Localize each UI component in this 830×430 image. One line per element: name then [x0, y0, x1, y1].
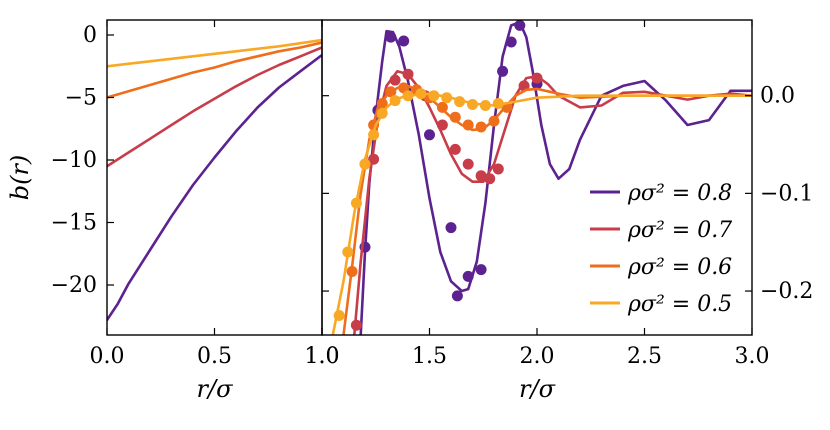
y-tick-label: −15: [51, 211, 97, 236]
data-point-07: [492, 163, 504, 175]
x-tick-label: 0.5: [197, 344, 232, 369]
data-point-07: [402, 68, 414, 80]
y-tick-label: −10: [51, 148, 97, 173]
x-tick-label: 1.0: [305, 344, 340, 369]
data-point-05: [342, 246, 354, 258]
data-point-06: [475, 121, 487, 133]
data-point-06: [385, 86, 397, 98]
y-tick-label: −0.1: [760, 181, 813, 206]
data-point-05: [492, 98, 504, 109]
data-point-08: [497, 65, 509, 77]
data-point-08: [451, 290, 463, 302]
data-point-08: [424, 129, 435, 141]
series-line-1-07: [352, 70, 752, 335]
data-point-05: [389, 95, 401, 107]
legend-label: ρσ² = 0.8: [627, 181, 732, 206]
y-tick-label: −0.2: [760, 279, 813, 304]
data-point-07: [531, 72, 543, 84]
series-line-0-08: [107, 53, 322, 322]
data-point-05: [376, 107, 388, 119]
data-point-06: [462, 119, 474, 131]
data-point-05: [359, 158, 371, 170]
data-point-07: [475, 170, 487, 182]
data-point-05: [441, 92, 453, 104]
legend-label: ρσ² = 0.7: [627, 218, 732, 243]
left-panel: 0.0 0.5 1.0 0 −5 −10 −15 −20 r/σ b(r): [6, 19, 340, 403]
data-point-06: [436, 101, 448, 113]
series-line-0-06: [107, 41, 322, 99]
data-point-08: [505, 36, 517, 48]
data-point-08: [514, 20, 526, 31]
y-tick-label: 0.0: [760, 84, 795, 109]
data-point-05: [428, 90, 440, 102]
data-point-07: [449, 143, 461, 155]
data-point-06: [488, 115, 500, 127]
legend: ρσ² = 0.8 ρσ² = 0.7 ρσ² = 0.6 ρσ² = 0.5: [590, 181, 732, 317]
data-point-07: [350, 319, 362, 331]
x-tick-label: 1.5: [412, 344, 447, 369]
x-axis-label: r/σ: [197, 375, 234, 403]
x-tick-label: 3.0: [735, 344, 770, 369]
data-point-06: [346, 266, 358, 277]
y-tick-label: −20: [51, 273, 97, 298]
data-point-07: [484, 173, 496, 185]
data-point-05: [350, 197, 362, 209]
data-point-05: [467, 99, 478, 110]
data-point-07: [436, 119, 448, 131]
data-point-05: [479, 100, 491, 111]
data-point-08: [398, 35, 410, 47]
data-point-08: [475, 264, 487, 276]
y-axis-label: b(r): [6, 155, 34, 201]
x-tick-label: 0.0: [90, 344, 125, 369]
plot-area: [331, 20, 752, 335]
x-tick-label: 1.0: [305, 344, 340, 369]
series-line-0-05: [107, 38, 322, 68]
data-point-05: [415, 88, 427, 100]
x-tick-label: 2.5: [627, 344, 662, 369]
x-axis-label: r/σ: [519, 375, 556, 403]
data-point-08: [462, 270, 474, 282]
data-point-05: [368, 129, 380, 141]
series-line-1-08: [359, 21, 752, 335]
data-point-08: [385, 31, 397, 43]
data-point-07: [389, 74, 401, 86]
data-point-07: [368, 153, 380, 165]
plot-area: [107, 38, 322, 322]
data-point-07: [462, 158, 474, 170]
data-point-06: [449, 111, 461, 123]
data-point-05: [333, 310, 345, 321]
y-tick-label: 0: [83, 23, 97, 48]
legend-label: ρσ² = 0.6: [627, 255, 732, 280]
data-point-05: [454, 96, 466, 108]
legend-label: ρσ² = 0.5: [627, 292, 732, 317]
series-line-0-07: [107, 46, 322, 168]
data-point-08: [445, 222, 457, 234]
right-panel: 1.0 1.5 2.0 2.5 3.0 0.0 −0.1 −0.2 r/σ: [305, 19, 813, 403]
data-point-05: [402, 90, 414, 102]
x-tick-label: 2.0: [520, 344, 555, 369]
data-point-06: [376, 98, 388, 109]
axes-frame: [321, 19, 753, 336]
y-tick-label: −5: [65, 86, 97, 111]
